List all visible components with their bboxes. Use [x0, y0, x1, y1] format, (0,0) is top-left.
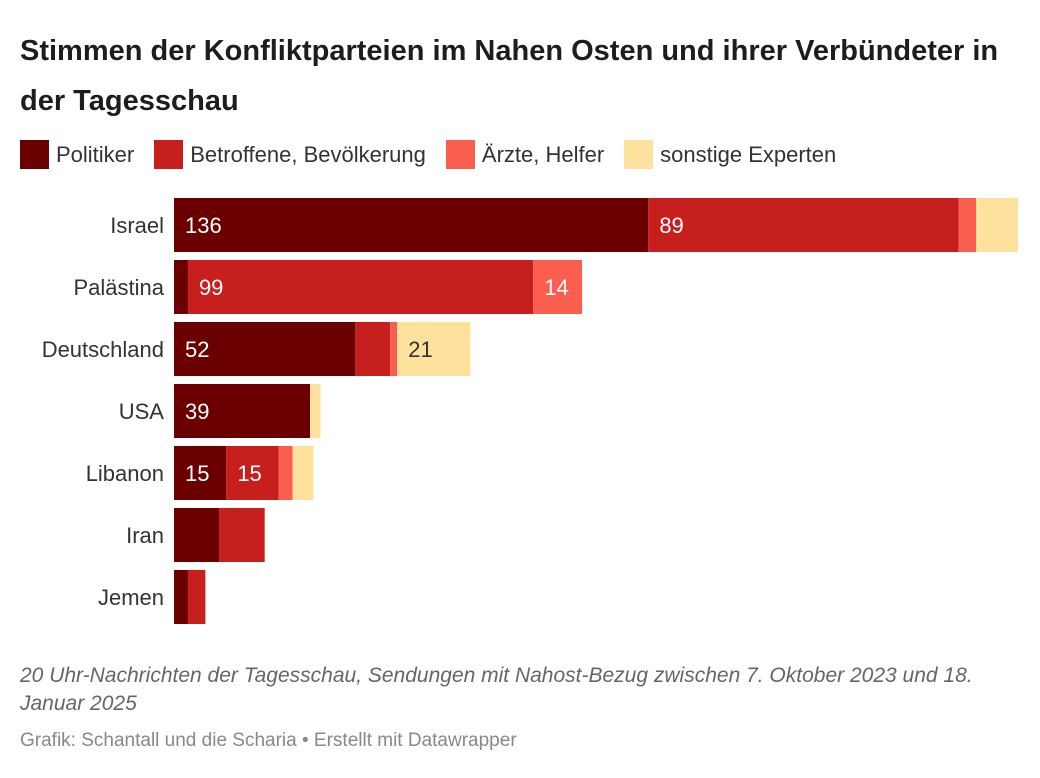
bar-segment	[397, 322, 471, 376]
bar-segment	[292, 446, 314, 500]
bar-segment	[187, 260, 534, 314]
bar-segment	[976, 198, 1018, 252]
bar-segment	[533, 260, 583, 314]
bar-segment	[226, 446, 279, 500]
bar-segment	[174, 508, 220, 562]
legend: Politiker Betroffene, Bevölkerung Ärzte,…	[20, 140, 856, 169]
chart-notes: 20 Uhr-Nachrichten der Tagesschau, Sendu…	[20, 664, 973, 715]
bar-segment	[174, 570, 188, 624]
chart-svg: Israel 136 89 Palästina 99 14 Deutschland 52 21 U…	[42, 198, 1018, 624]
legend-item-aerzte: Ärzte, Helfer	[445, 140, 605, 169]
category-label: Israel	[110, 213, 164, 238]
bar-segment	[174, 384, 311, 438]
category-label: Deutschland	[42, 337, 164, 362]
bar-segment	[187, 570, 206, 624]
data-label: 52	[185, 337, 209, 362]
bar-segment	[278, 446, 293, 500]
legend-swatch	[624, 140, 654, 169]
chart-byline: Grafik: Schantall und die Scharia • Erst…	[20, 730, 517, 751]
legend-swatch	[20, 140, 49, 169]
category-label: Palästina	[73, 275, 164, 300]
bar-segment	[958, 198, 977, 252]
legend-item-betroffene: Betroffene, Bevölkerung	[154, 140, 426, 169]
category-label: Iran	[126, 523, 164, 548]
legend-swatch	[154, 140, 184, 169]
category-label: USA	[119, 399, 165, 424]
bar-segment	[174, 198, 649, 252]
data-label: 39	[185, 399, 209, 424]
legend-label: Politiker	[56, 141, 135, 167]
category-label: Libanon	[86, 461, 164, 486]
bar-segment	[174, 260, 188, 314]
data-label: 15	[237, 461, 261, 486]
data-label: 14	[544, 275, 568, 300]
bar-segment	[310, 384, 321, 438]
chart-title: Stimmen der Konfliktparteien im Nahen Os…	[20, 35, 999, 117]
legend-item-experten: sonstige Experten	[624, 140, 836, 169]
bar-segment	[355, 322, 391, 376]
legend-label: sonstige Experten	[660, 141, 837, 167]
bar-segment	[174, 322, 356, 376]
bar-segment	[219, 508, 265, 562]
bar-segment	[648, 198, 959, 252]
legend-label: Ärzte, Helfer	[481, 141, 605, 167]
legend-swatch	[445, 140, 475, 169]
bar-segment	[174, 446, 227, 500]
stacked-bar-chart: Israel 136 89 Palästina 99 14 Deutschland 52 21 U…	[0, 190, 1040, 640]
data-label: 99	[199, 275, 223, 300]
data-label: 89	[659, 213, 683, 238]
legend-label: Betroffene, Bevölkerung	[190, 141, 426, 167]
bar-segment	[390, 322, 398, 376]
data-label: 21	[408, 337, 432, 362]
category-label: Jemen	[98, 585, 164, 610]
legend-item-politiker: Politiker	[20, 140, 134, 169]
data-label: 15	[185, 461, 209, 486]
data-label: 136	[185, 213, 222, 238]
